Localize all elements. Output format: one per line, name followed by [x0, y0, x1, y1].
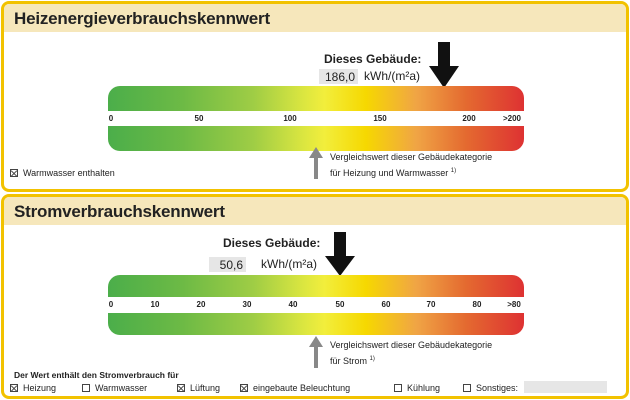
unchecked-box-icon	[394, 384, 402, 392]
scale-tick: 10	[150, 300, 160, 309]
option-kuehlung[interactable]: Kühlung	[394, 383, 440, 393]
checkbox-label: Kühlung	[407, 383, 441, 393]
checkbox-label: Warmwasser enthalten	[23, 168, 115, 178]
comparison-line: Vergleichswert dieser Gebäudekategorie	[330, 340, 493, 350]
power-value: 50,6	[209, 257, 246, 272]
sonstiges-input[interactable]	[524, 381, 607, 393]
power-title: Stromverbrauchskennwert	[4, 197, 626, 225]
includes-label: Der Wert enthält den Stromverbrauch für	[14, 370, 179, 380]
option-beleuchtung[interactable]: eingebaute Beleuchtung	[240, 383, 350, 393]
building-arrow-icon	[325, 232, 355, 276]
scale-tick: 0	[108, 114, 114, 123]
power-comparison-text: Vergleichswert dieser Gebäudekategorie f…	[330, 338, 492, 368]
scale-tick: 0	[108, 300, 114, 309]
comparison-arrow-icon	[309, 147, 323, 179]
checkbox-label: Lüftung	[190, 383, 221, 393]
option-sonstiges[interactable]: Sonstiges:	[463, 383, 518, 393]
scale-tick: 100	[283, 114, 297, 123]
unchecked-box-icon	[463, 384, 471, 392]
checkbox-label: Warmwasser	[95, 383, 148, 393]
comparison-line: für Strom	[330, 356, 368, 366]
comparison-line: Vergleichswert dieser Gebäudekategorie	[330, 152, 493, 162]
power-panel: Stromverbrauchskennwert Dieses Gebäude: …	[1, 194, 629, 399]
comparison-line: für Heizung und Warmwasser	[330, 168, 449, 178]
option-heizung[interactable]: Heizung	[10, 383, 56, 393]
footnote: 1)	[369, 356, 375, 362]
building-arrow-icon	[429, 42, 459, 88]
scale-tick: 150	[373, 114, 387, 123]
checkbox-label: eingebaute Beleuchtung	[253, 383, 351, 393]
footnote: 1)	[450, 168, 457, 174]
checked-box-icon	[177, 384, 185, 392]
option-warmwasser[interactable]: Warmwasser	[82, 383, 147, 393]
scale-tick: 40	[288, 300, 298, 309]
checkbox-label: Heizung	[23, 383, 57, 393]
scale-tick: >200	[502, 114, 522, 123]
scale-tick: 50	[194, 114, 204, 123]
scale-tick: 60	[381, 300, 391, 309]
checked-box-icon	[10, 384, 18, 392]
power-building-label: Dieses Gebäude:	[223, 236, 321, 250]
power-unit: kWh/(m²a)	[261, 257, 317, 271]
unchecked-box-icon	[82, 384, 90, 392]
heat-value: 186,0	[319, 69, 358, 84]
power-scale-bottom	[108, 313, 524, 335]
scale-tick: 20	[196, 300, 206, 309]
scale-tick: 30	[242, 300, 252, 309]
warmwasser-checkbox[interactable]: Warmwasser enthalten	[10, 168, 115, 178]
heat-scale-top	[108, 86, 524, 111]
scale-tick: >80	[507, 300, 521, 309]
heat-building-label: Dieses Gebäude:	[324, 52, 422, 66]
heat-unit: kWh/(m²a)	[364, 69, 420, 83]
heat-title: Heizenergieverbrauchskennwert	[4, 4, 626, 32]
heat-scale-bottom	[108, 126, 524, 151]
heat-panel: Heizenergieverbrauchskennwert Dieses Geb…	[1, 1, 629, 192]
scale-tick: 50	[335, 300, 345, 309]
checked-box-icon	[240, 384, 248, 392]
checkbox-label: Sonstiges:	[476, 383, 519, 393]
heat-comparison-text: Vergleichswert dieser Gebäudekategorie f…	[330, 150, 492, 180]
option-lueftung[interactable]: Lüftung	[177, 383, 220, 393]
power-scale-top	[108, 275, 524, 297]
scale-tick: 200	[462, 114, 476, 123]
checked-box-icon	[10, 169, 18, 177]
scale-tick: 80	[472, 300, 482, 309]
comparison-arrow-icon	[309, 336, 323, 368]
scale-tick: 70	[426, 300, 436, 309]
